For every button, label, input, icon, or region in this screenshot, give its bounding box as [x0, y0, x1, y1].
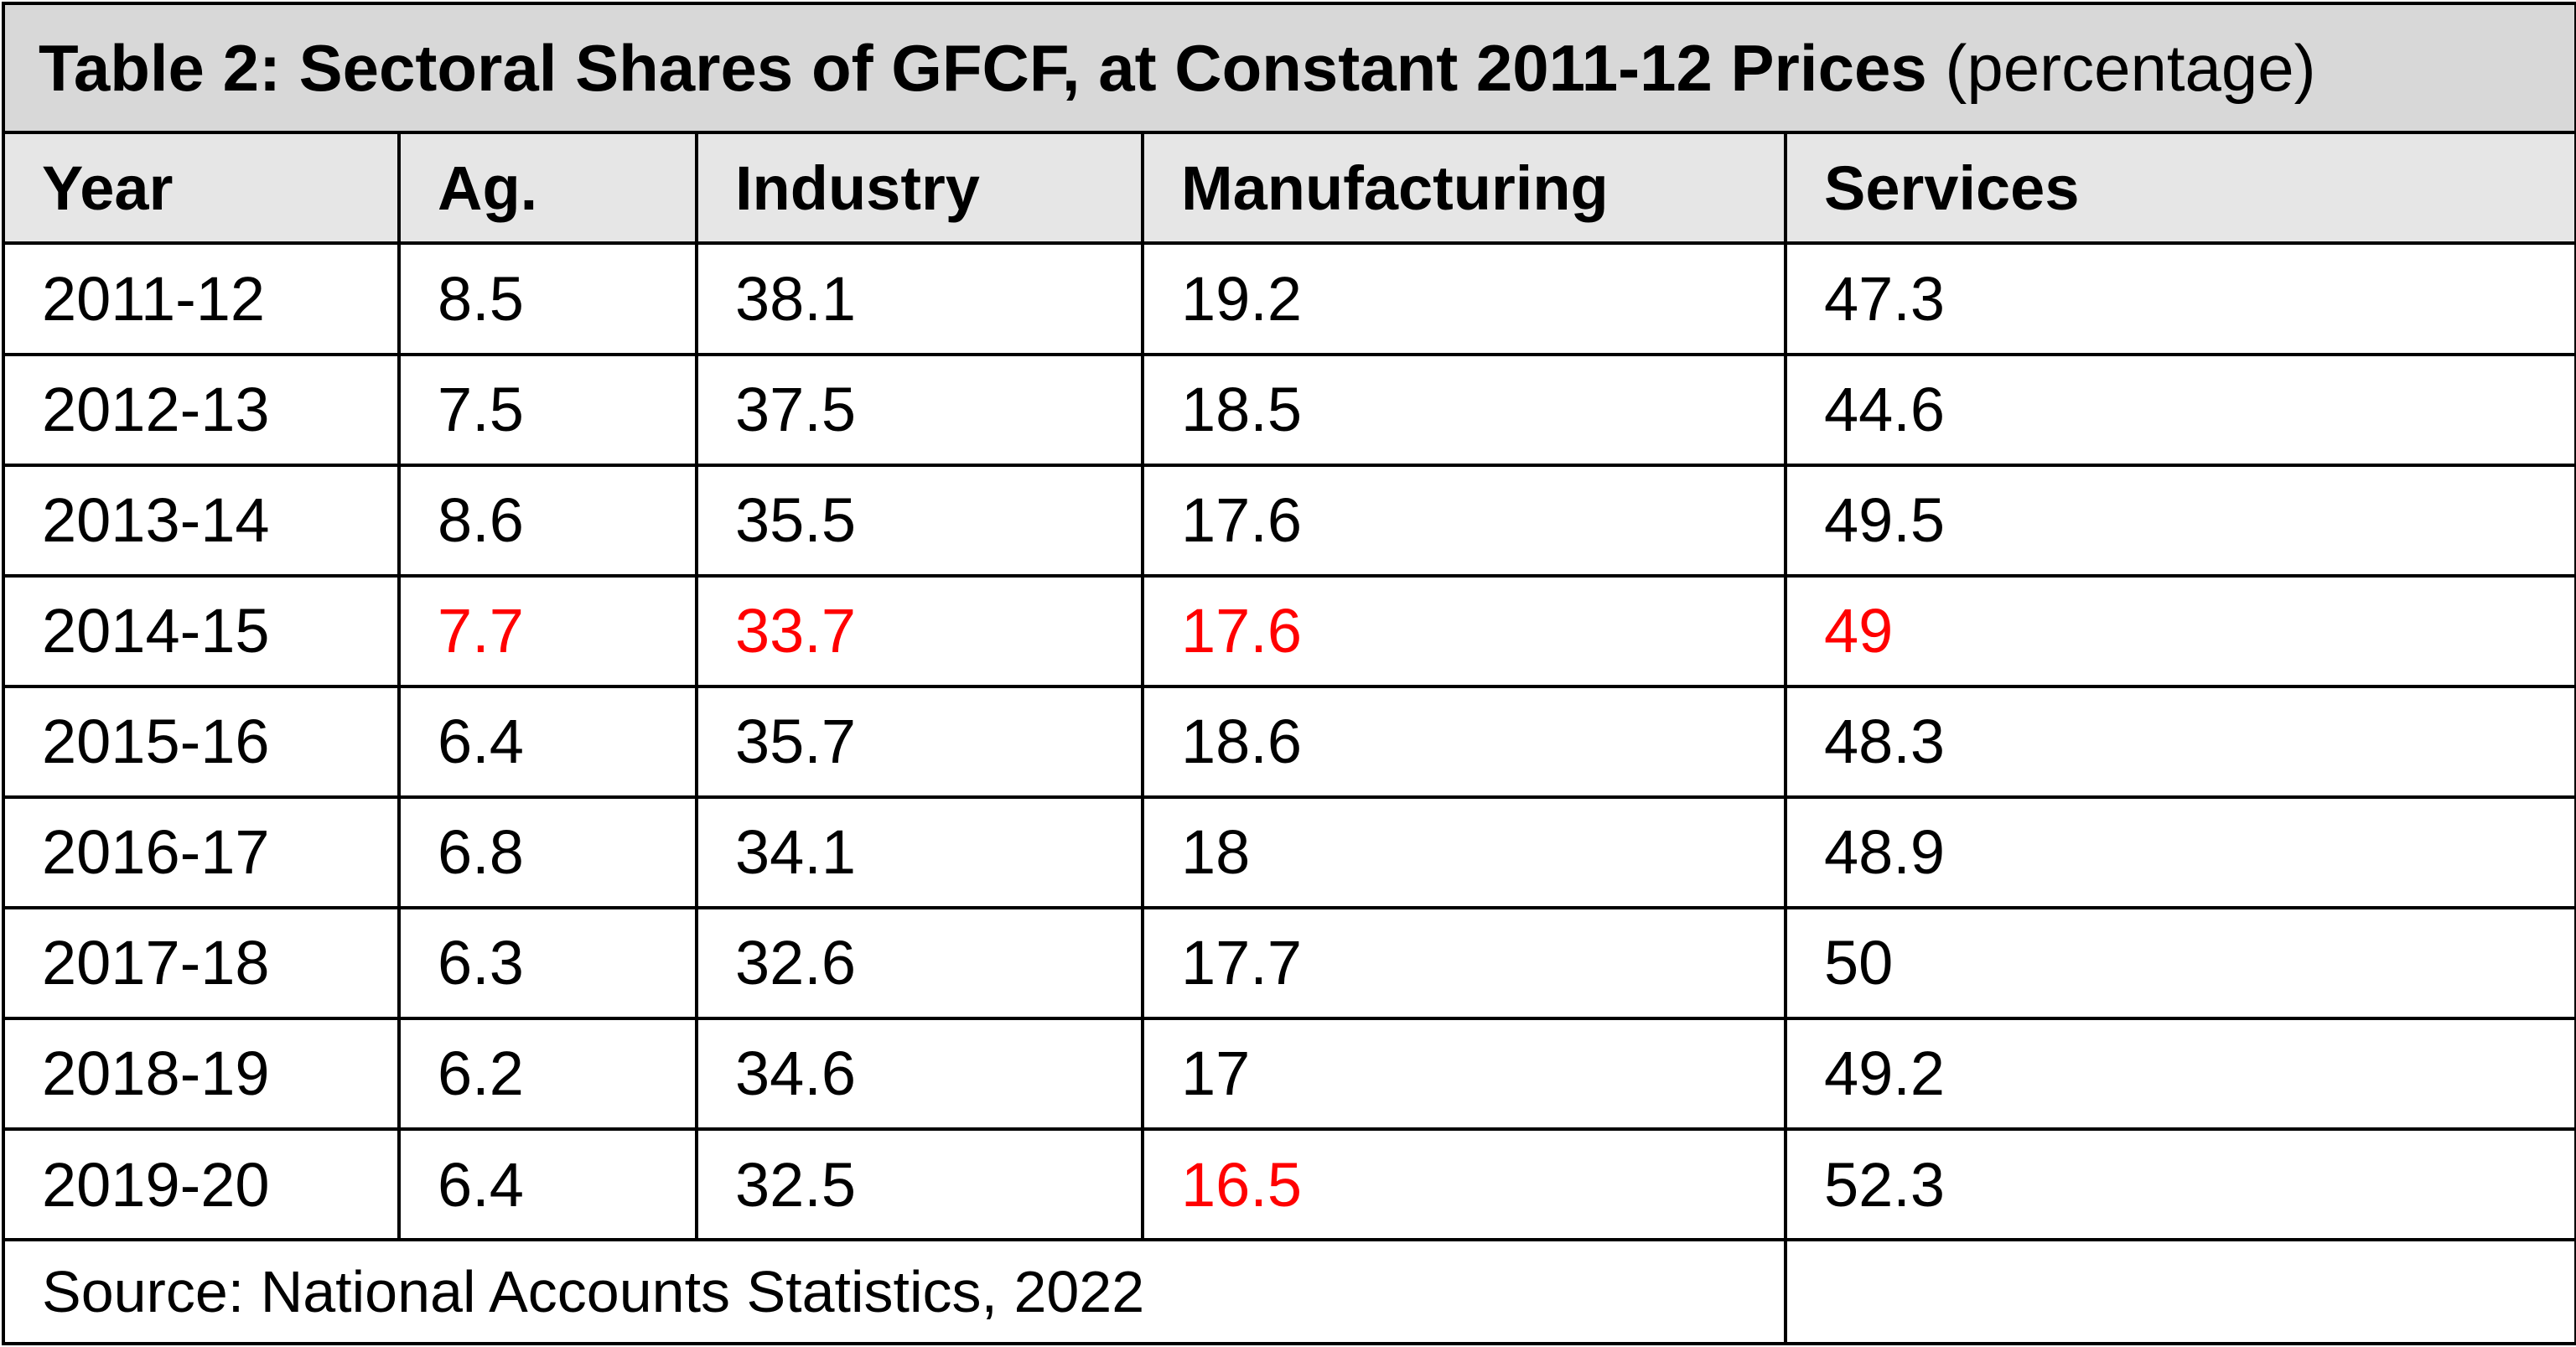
cell-services: 47.3 — [1783, 241, 2576, 356]
cell-year: 2011-12 — [2, 241, 401, 356]
cell-industry: 32.5 — [695, 1127, 1144, 1242]
cell-manufacturing: 17.6 — [1141, 463, 1787, 578]
source-row: Source: National Accounts Statistics, 20… — [2, 1238, 2576, 1345]
cell-ag: 7.5 — [397, 352, 698, 467]
table-row: 2012-13 7.5 37.5 18.5 44.6 — [2, 352, 2576, 467]
cell-industry: 38.1 — [695, 241, 1144, 356]
cell-year: 2018-19 — [2, 1016, 401, 1131]
table-row: 2013-14 8.6 35.5 17.6 49.5 — [2, 463, 2576, 578]
table-row: 2019-20 6.4 32.5 16.5 52.3 — [2, 1127, 2576, 1242]
cell-ag: 8.6 — [397, 463, 698, 578]
cell-manufacturing-highlighted: 17.6 — [1141, 573, 1787, 688]
cell-year: 2017-18 — [2, 905, 401, 1020]
header-industry: Industry — [695, 131, 1144, 246]
cell-industry: 34.1 — [695, 795, 1144, 909]
header-ag: Ag. — [397, 131, 698, 246]
cell-industry-highlighted: 33.7 — [695, 573, 1144, 688]
header-row: Year Ag. Industry Manufacturing Services — [2, 131, 2576, 246]
cell-manufacturing-highlighted: 16.5 — [1141, 1127, 1787, 1242]
table-caption: Table 2: Sectoral Shares of GFCF, at Con… — [1, 1, 2576, 135]
header-year: Year — [2, 131, 401, 246]
cell-ag: 6.8 — [397, 795, 698, 909]
cell-year: 2014-15 — [2, 573, 401, 688]
header-manufacturing: Manufacturing — [1141, 131, 1787, 246]
cell-manufacturing: 18.6 — [1141, 684, 1787, 799]
cell-industry: 32.6 — [695, 905, 1144, 1020]
table-row: 2017-18 6.3 32.6 17.7 50 — [2, 905, 2576, 1020]
cell-year: 2013-14 — [2, 463, 401, 578]
cell-ag: 6.2 — [397, 1016, 698, 1131]
cell-services: 49.2 — [1783, 1016, 2576, 1131]
table-row: 2018-19 6.2 34.6 17 49.2 — [2, 1016, 2576, 1131]
cell-services: 49.5 — [1783, 463, 2576, 578]
table-row: 2011-12 8.5 38.1 19.2 47.3 — [2, 241, 2576, 356]
cell-manufacturing: 19.2 — [1141, 241, 1787, 356]
table-row: 2015-16 6.4 35.7 18.6 48.3 — [2, 684, 2576, 799]
cell-services: 50 — [1783, 905, 2576, 1020]
cell-industry: 34.6 — [695, 1016, 1144, 1131]
cell-ag: 6.4 — [397, 1127, 698, 1242]
cell-services: 44.6 — [1783, 352, 2576, 467]
cell-year: 2012-13 — [2, 352, 401, 467]
cell-services: 52.3 — [1783, 1127, 2576, 1242]
cell-ag: 8.5 — [397, 241, 698, 356]
table-row: 2014-15 7.7 33.7 17.6 49 — [2, 573, 2576, 688]
table-title: Table 2: Sectoral Shares of GFCF, at Con… — [39, 30, 1927, 105]
table-row: 2016-17 6.8 34.1 18 48.9 — [2, 795, 2576, 909]
cell-industry: 37.5 — [695, 352, 1144, 467]
cell-year: 2016-17 — [2, 795, 401, 909]
cell-industry: 35.7 — [695, 684, 1144, 799]
table-unit: (percentage) — [1945, 30, 2316, 105]
cell-manufacturing: 17 — [1141, 1016, 1787, 1131]
title-row: Table 2: Sectoral Shares of GFCF, at Con… — [1, 1, 2576, 135]
cell-ag-highlighted: 7.7 — [397, 573, 698, 688]
cell-services: 48.9 — [1783, 795, 2576, 909]
cell-year: 2019-20 — [2, 1127, 401, 1242]
cell-ag: 6.3 — [397, 905, 698, 1020]
cell-manufacturing: 18 — [1141, 795, 1787, 909]
cell-services-highlighted: 49 — [1783, 573, 2576, 688]
cell-industry: 35.5 — [695, 463, 1144, 578]
header-services: Services — [1783, 131, 2576, 246]
cell-manufacturing: 17.7 — [1141, 905, 1787, 1020]
cell-services: 48.3 — [1783, 684, 2576, 799]
source-note: Source: National Accounts Statistics, 20… — [2, 1238, 1787, 1345]
cell-ag: 6.4 — [397, 684, 698, 799]
cell-manufacturing: 18.5 — [1141, 352, 1787, 467]
cell-year: 2015-16 — [2, 684, 401, 799]
source-empty-cell — [1783, 1238, 2576, 1345]
